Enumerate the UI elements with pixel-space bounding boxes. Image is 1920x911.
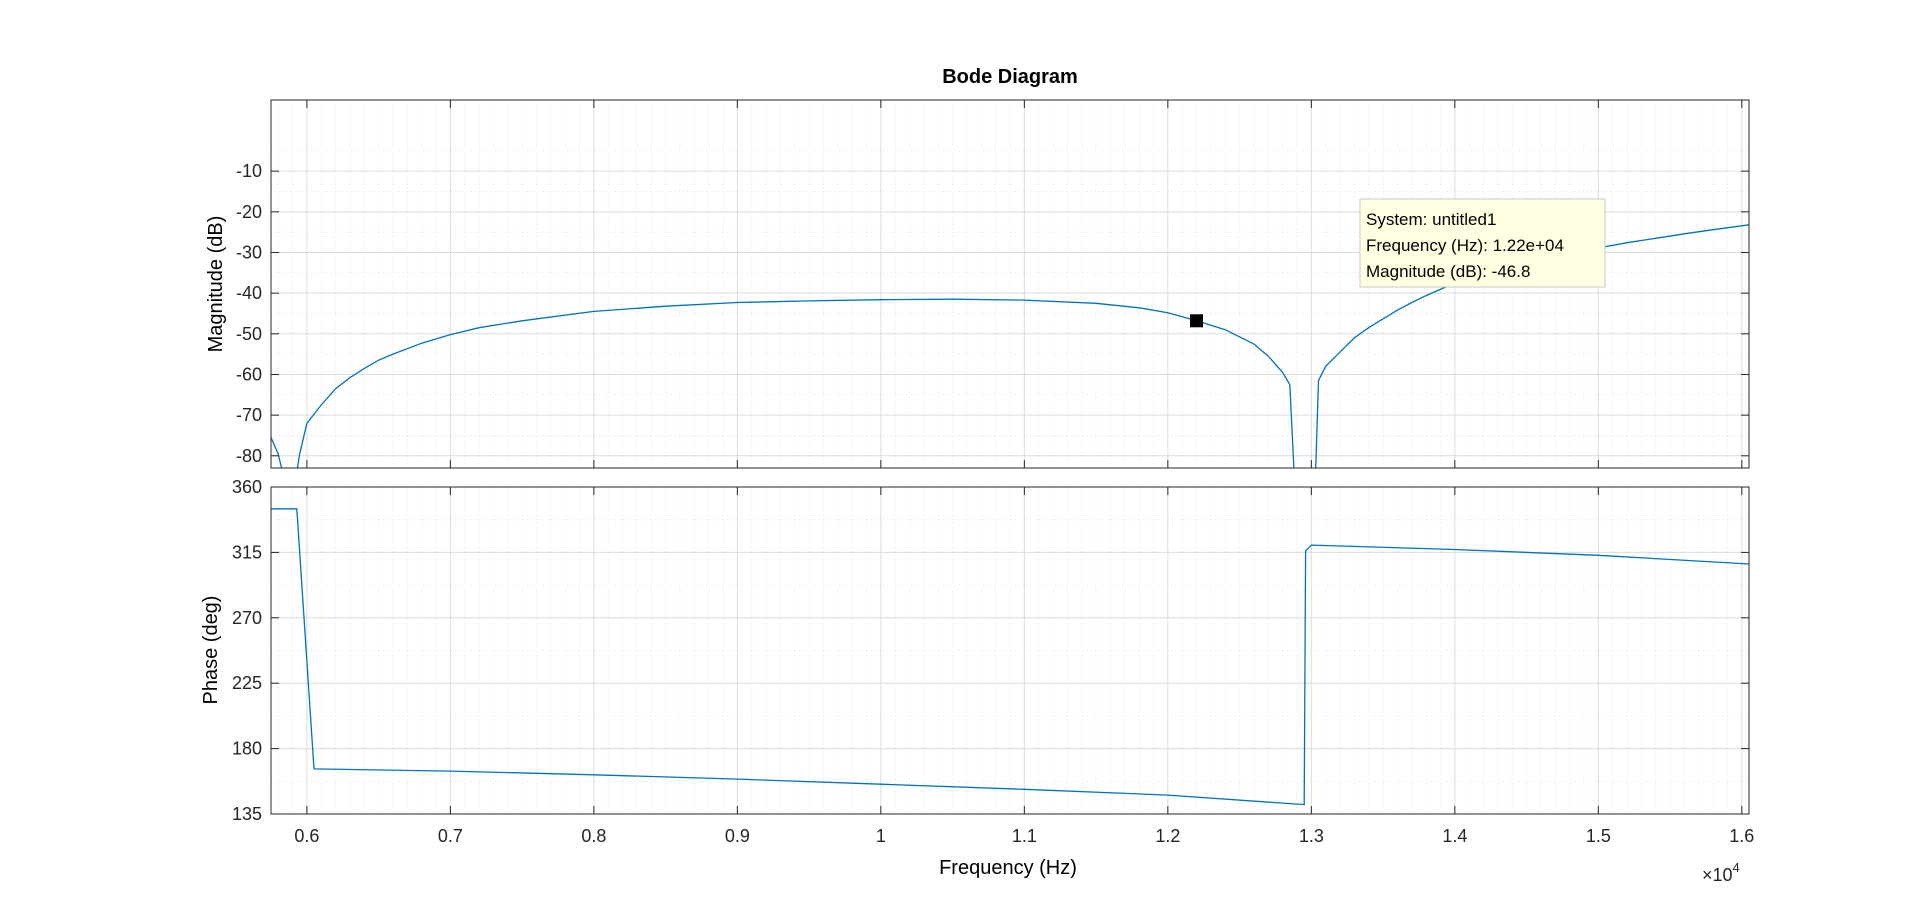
x-tick-label: 0.7	[438, 826, 463, 846]
magnitude-axes-box	[270, 99, 1750, 469]
phase-line	[271, 508, 1749, 806]
phase-series-line	[271, 508, 1749, 806]
x-tick-label: 0.9	[725, 826, 750, 846]
x-tick-label: 1	[876, 826, 886, 846]
x-tick-label: 1.5	[1586, 826, 1611, 846]
magnitude-y-tick-label: -50	[236, 324, 262, 344]
x-tick-label: 1.6	[1729, 826, 1754, 846]
x-tick-labels: 0.6 0.7 0.8 0.9 1 1.1 1.2 1.3 1.4 1.5 1.6	[294, 826, 1754, 846]
phase-grid	[271, 486, 1749, 815]
magnitude-y-tick-label: -20	[236, 202, 262, 222]
x-tick-label: 1.2	[1155, 826, 1180, 846]
datatip-line-magnitude: Magnitude (dB): -46.8	[1366, 262, 1530, 281]
phase-y-tick-label: 315	[232, 542, 262, 562]
magnitude-series-segment	[296, 298, 1295, 468]
magnitude-y-tick-label: -60	[236, 364, 262, 384]
magnitude-y-tick-label: -80	[236, 446, 262, 466]
magnitude-y-tick-label: -30	[236, 242, 262, 262]
phase-y-tick-label: 360	[232, 477, 262, 497]
phase-y-tick-labels: 360 315 270 225 180 135	[232, 477, 262, 824]
magnitude-ticks	[271, 100, 1749, 468]
x-axis-label: Frequency (Hz)	[939, 857, 1077, 879]
magnitude-ylabel: Magnitude (dB)	[205, 216, 227, 353]
x-tick-label: 0.6	[294, 826, 319, 846]
phase-y-tick-label: 135	[232, 804, 262, 824]
x-tick-label: 1.1	[1012, 826, 1037, 846]
magnitude-y-tick-label: -70	[236, 405, 262, 425]
phase-ylabel: Phase (deg)	[200, 596, 222, 705]
datatip-line-frequency: Frequency (Hz): 1.22e+04	[1366, 236, 1564, 255]
phase-y-tick-label: 270	[232, 608, 262, 628]
datatip-marker[interactable]	[1190, 314, 1203, 328]
chart-title: Bode Diagram	[942, 66, 1078, 88]
phase-y-tick-label: 180	[232, 739, 262, 759]
x-tick-label: 0.8	[581, 826, 606, 846]
magnitude-y-tick-label: -40	[236, 283, 262, 303]
phase-axes-box	[270, 486, 1750, 815]
datatip[interactable]: System: untitled1 Frequency (Hz): 1.22e+…	[1190, 198, 1606, 328]
phase-ticks	[271, 486, 1749, 815]
magnitude-y-tick-label: -10	[236, 161, 262, 181]
magnitude-y-tick-labels: -10 -20 -30 -40 -50 -60 -70 -80	[236, 161, 262, 466]
x-tick-label: 1.4	[1442, 826, 1467, 846]
magnitude-series-segment	[271, 437, 283, 468]
datatip-line-system: System: untitled1	[1366, 210, 1496, 229]
phase-axes: 360 315 270 225 180 135 Phase (deg)	[200, 477, 1750, 824]
x-multiplier: ×104	[1702, 860, 1740, 885]
phase-y-tick-label: 225	[232, 673, 262, 693]
x-tick-label: 1.3	[1299, 826, 1324, 846]
datatip-box	[1359, 198, 1606, 288]
